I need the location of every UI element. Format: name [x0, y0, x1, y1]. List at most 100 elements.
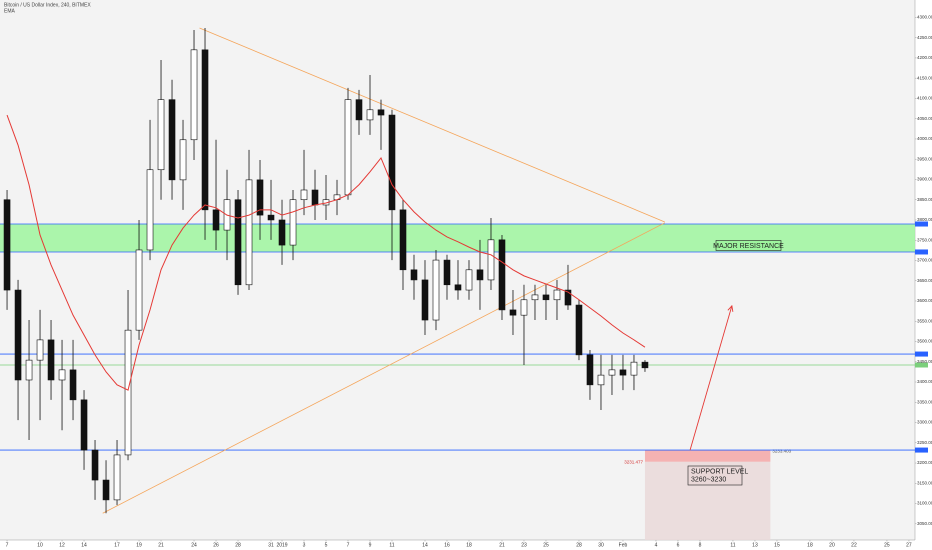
y-tick-label: 3650.00	[917, 278, 932, 283]
x-tick-label: 6	[677, 542, 680, 548]
y-tick-label: 3300.00	[917, 420, 932, 425]
annotation: SUPPORT LEVEL	[691, 468, 748, 475]
candle-body	[91, 449, 99, 481]
candle-body	[14, 289, 22, 381]
x-tick-label: 28	[576, 542, 582, 548]
x-tick-label: 12	[59, 542, 65, 548]
y-tick-label: 4300.00	[917, 15, 932, 20]
annotation: MAJOR RESISTANCE	[713, 243, 784, 250]
x-tick-label: 10	[37, 542, 43, 548]
x-tick-label: 5	[325, 542, 328, 548]
x-tick-label: 11	[389, 542, 394, 548]
y-tick-label: 3350.00	[917, 399, 932, 404]
candle-body	[190, 49, 198, 141]
y-tick-label: 3750.00	[917, 237, 932, 242]
trendline	[199, 27, 665, 223]
x-tick-label: 7	[347, 542, 350, 548]
y-tick-label: 3400.00	[917, 379, 932, 384]
candle-body	[443, 259, 451, 286]
x-tick-label: 17	[114, 542, 120, 548]
x-tick-label: 18	[807, 542, 813, 548]
candle-body	[377, 109, 385, 116]
x-tick-label: 18	[466, 542, 472, 548]
candle-body	[256, 179, 264, 216]
level-tag	[915, 221, 928, 227]
candle-body	[267, 214, 275, 221]
x-tick-label: 26	[213, 542, 219, 548]
level-tag	[915, 351, 928, 357]
candle-body	[157, 99, 165, 171]
candle-body	[355, 99, 363, 121]
x-tick-label: 24	[191, 542, 197, 548]
candle-body	[487, 239, 495, 281]
x-tick-label: 25	[543, 542, 549, 548]
trendline	[102, 222, 665, 514]
x-tick-label: 25	[884, 542, 890, 548]
y-tick-label: 4100.00	[917, 96, 932, 101]
x-tick-label: 27	[906, 542, 912, 548]
chart-title: Bitcoin / US Dollar Index, 240, BITMEX	[4, 2, 91, 8]
level-tag	[915, 447, 928, 453]
x-tick-label: 15	[774, 542, 780, 548]
candle-body	[366, 109, 374, 121]
candle-body	[498, 239, 506, 311]
candle-body	[58, 369, 66, 381]
arrow-head	[727, 304, 734, 312]
candle-body	[597, 374, 605, 386]
x-tick-label: 30	[598, 542, 604, 548]
candle-body	[454, 284, 462, 291]
x-tick-label: 2019	[276, 542, 287, 548]
y-tick-label: 4000.00	[917, 136, 932, 141]
candle-body	[168, 99, 176, 181]
candle-body	[630, 361, 638, 376]
y-tick-label: 3250.00	[917, 440, 932, 445]
candle-body	[80, 399, 88, 451]
y-tick-label: 3800.00	[917, 217, 932, 222]
y-tick-label: 4250.00	[917, 35, 932, 40]
level-tag	[915, 362, 928, 368]
candle-body	[102, 479, 110, 501]
x-tick-label: 4	[655, 542, 658, 548]
candle-body	[399, 209, 407, 271]
candle-body	[575, 304, 583, 356]
x-tick-label: 13	[752, 542, 758, 548]
chart-subtitle: EMA	[4, 8, 16, 14]
x-tick-label: 14	[422, 542, 428, 548]
candle-body	[542, 294, 550, 301]
x-tick-label: 21	[499, 542, 505, 548]
candle-body	[421, 279, 429, 321]
x-tick-label: 9	[369, 542, 372, 548]
y-tick-label: 3700.00	[917, 258, 932, 263]
y-tick-label: 3550.00	[917, 318, 932, 323]
candle-body	[245, 179, 253, 286]
x-tick-label: 3	[303, 542, 306, 548]
candle-body	[432, 259, 440, 321]
x-tick-label: 16	[444, 542, 450, 548]
candle-body	[465, 269, 473, 291]
candle-body	[509, 309, 517, 316]
y-tick-label: 4200.00	[917, 55, 932, 60]
candle-body	[311, 189, 319, 206]
zone-label: 3231.477	[624, 459, 643, 464]
y-tick-label: 3900.00	[917, 177, 932, 182]
candle-body	[520, 299, 528, 316]
price-axis	[915, 0, 932, 550]
y-tick-label: 3850.00	[917, 197, 932, 202]
x-tick-label: 20	[829, 542, 835, 548]
chart-layer: 3231.4773233.4033050.003100.003150.00320…	[0, 15, 932, 548]
candle-body	[234, 199, 242, 286]
y-tick-label: 3100.00	[917, 501, 932, 506]
x-tick-label: 23	[521, 542, 527, 548]
y-tick-label: 3200.00	[917, 460, 932, 465]
arrow	[689, 305, 733, 451]
y-tick-label: 4150.00	[917, 75, 932, 80]
candle-body	[146, 169, 154, 251]
candle-body	[344, 99, 352, 196]
candle-body	[69, 369, 77, 401]
x-tick-label: 7	[6, 542, 9, 548]
candle-body	[388, 114, 396, 211]
annotation-box	[687, 465, 743, 486]
x-tick-label: 11	[730, 542, 735, 548]
